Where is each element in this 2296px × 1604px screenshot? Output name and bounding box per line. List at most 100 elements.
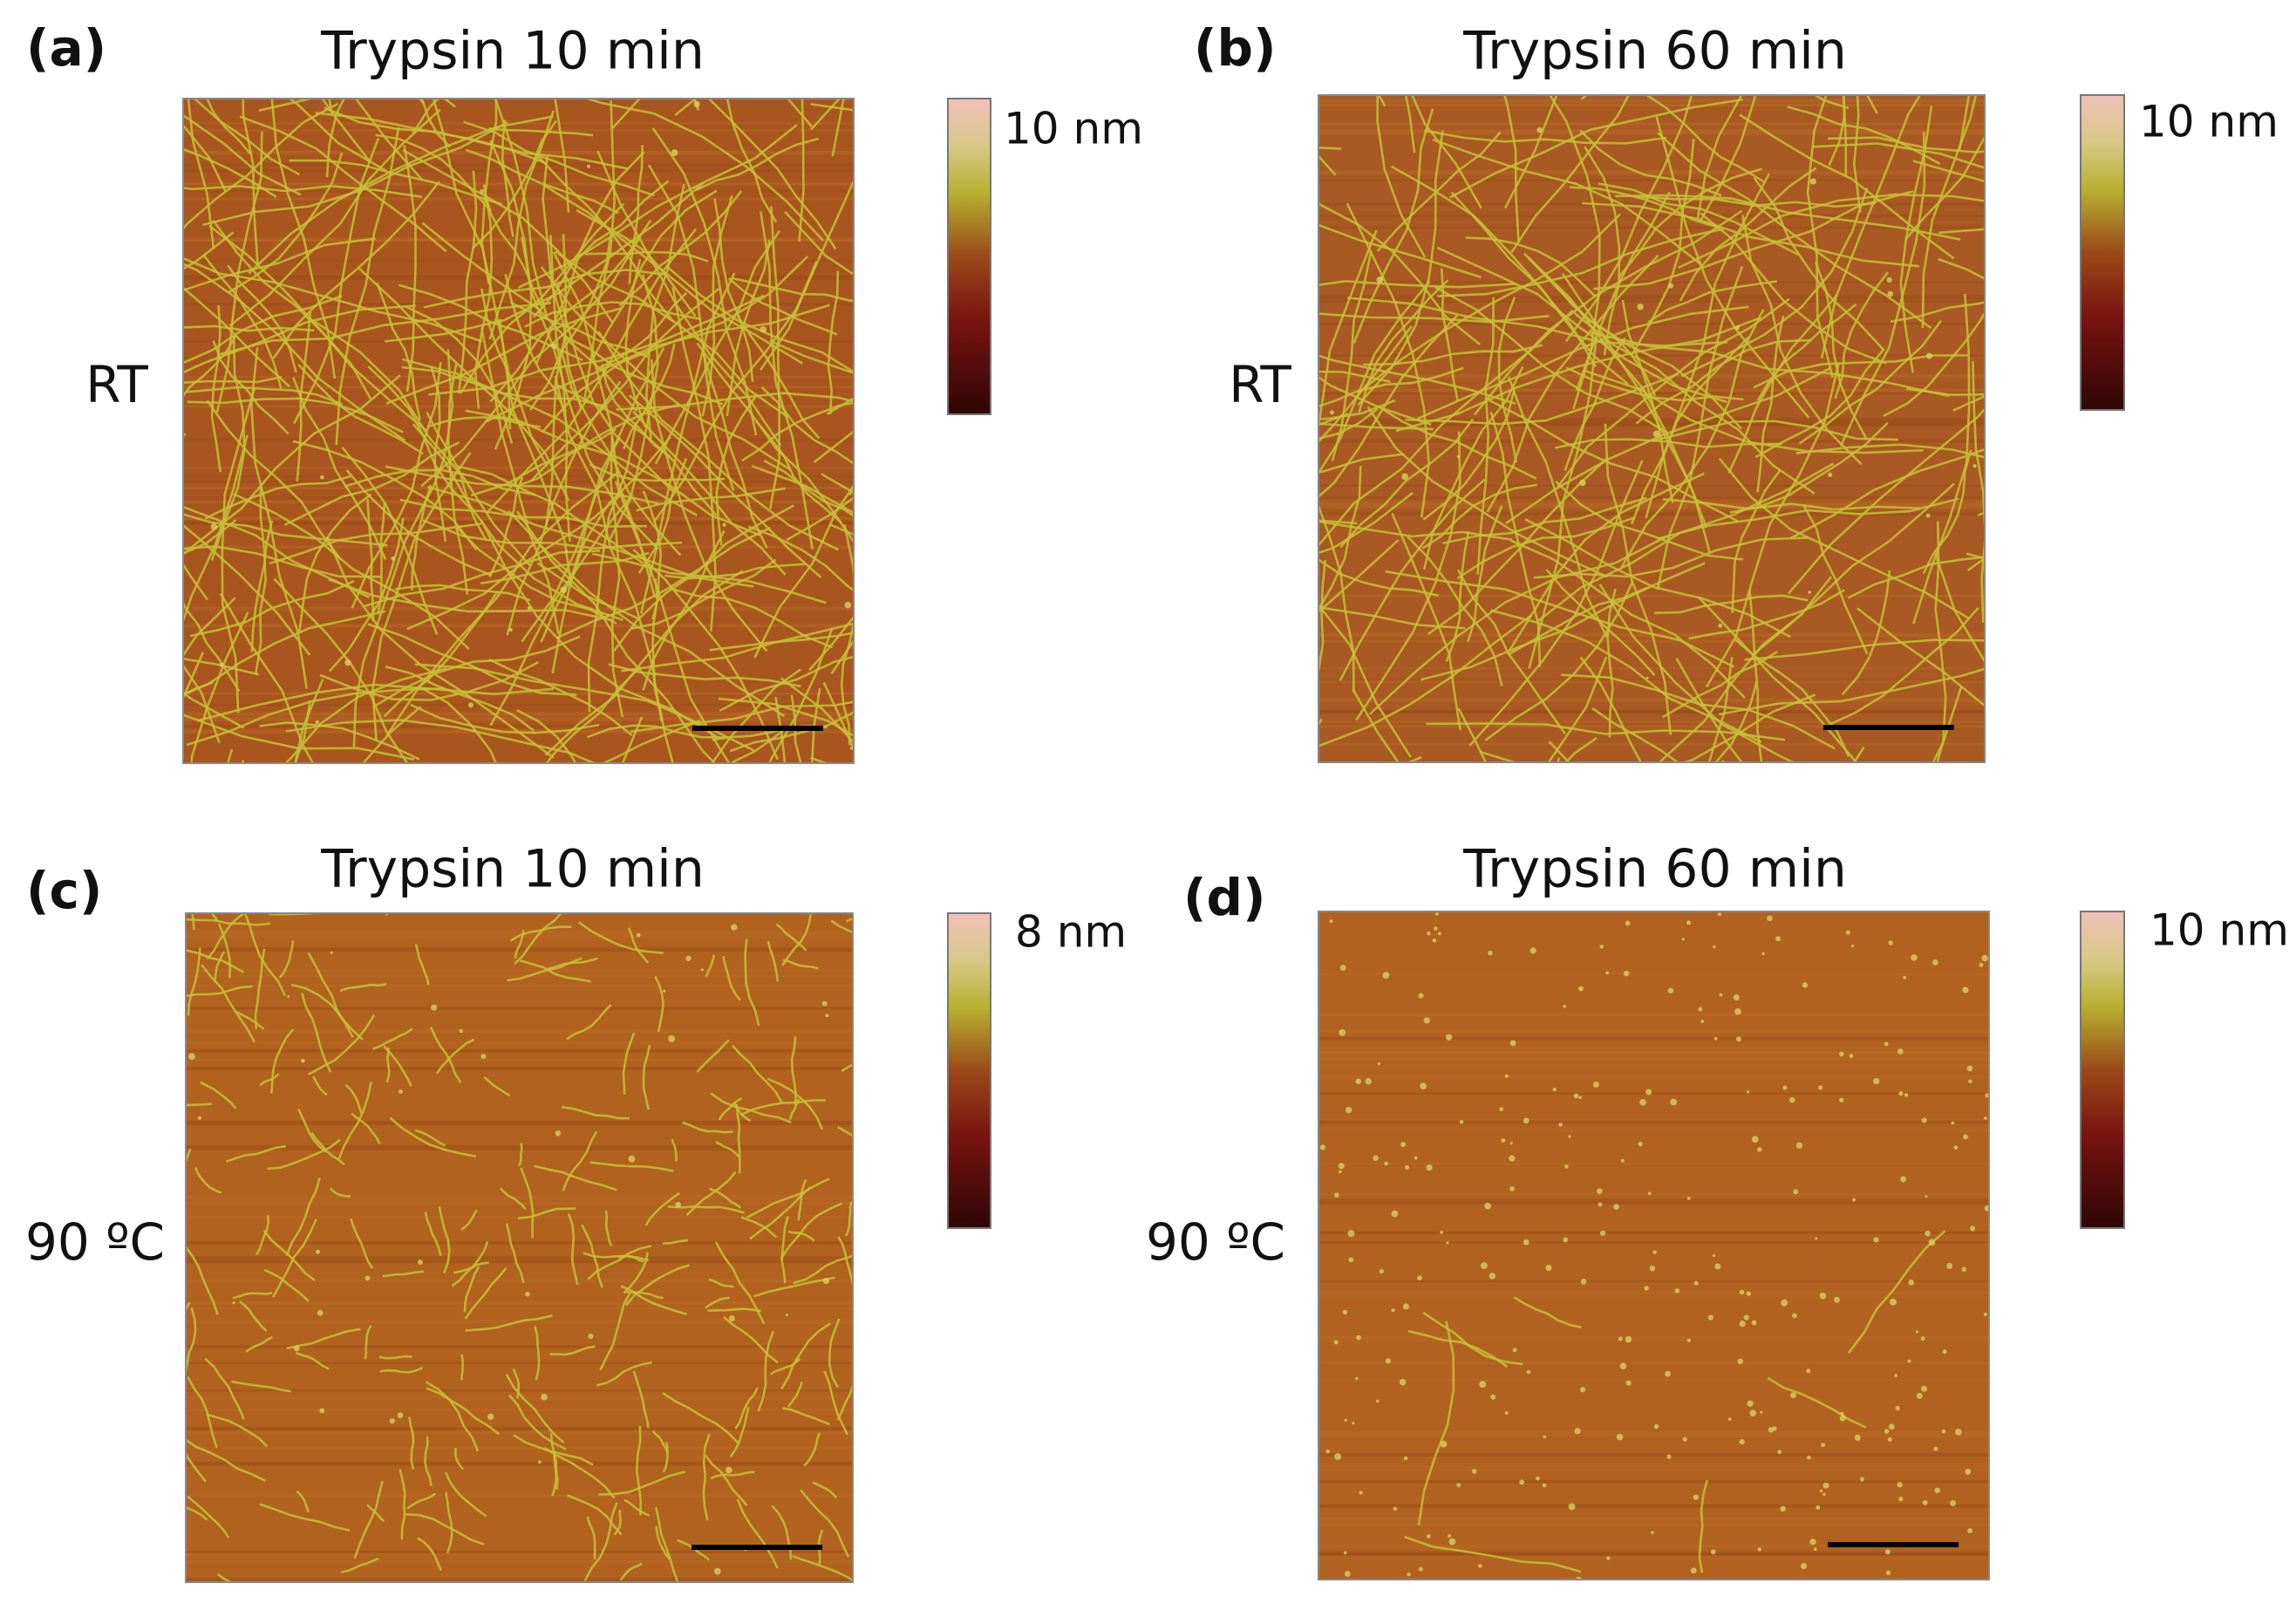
- colorbar-max-label: 10 nm: [2150, 905, 2289, 956]
- fibril: [1857, 607, 1985, 707]
- fibril: [1557, 297, 1790, 488]
- particle: [1329, 410, 1334, 415]
- particle: [821, 1000, 828, 1007]
- fibril: [412, 99, 440, 134]
- fibril: [583, 1502, 618, 1582]
- fibril: [405, 1512, 485, 1546]
- fibril: [760, 178, 854, 371]
- fibril: [206, 913, 248, 960]
- scan-line: [1318, 1433, 1989, 1437]
- fibril: [1421, 562, 1706, 681]
- fibril: [534, 1326, 541, 1381]
- fibril: [830, 638, 854, 675]
- scan-line: [1318, 1036, 1989, 1041]
- fibril: [635, 1425, 643, 1516]
- particle: [1558, 1123, 1563, 1127]
- particle: [1942, 1349, 1947, 1355]
- particle: [1365, 1078, 1372, 1085]
- fibril: [1318, 520, 1513, 542]
- fibril: [782, 959, 819, 970]
- fibril: [1369, 535, 1668, 715]
- particle: [1456, 454, 1460, 459]
- particle: [822, 1277, 829, 1285]
- fibril: [183, 663, 221, 744]
- fibril: [1318, 465, 1362, 612]
- fibril: [632, 549, 779, 761]
- fibril: [185, 386, 344, 406]
- particle: [1509, 1186, 1515, 1191]
- fibril: [296, 1490, 310, 1513]
- particle: [1761, 952, 1765, 956]
- particle: [1816, 1505, 1821, 1510]
- fibril: [1445, 530, 1470, 663]
- particle: [1985, 1093, 1989, 1098]
- fibril: [1395, 317, 1761, 433]
- fibril: [1754, 348, 1885, 459]
- fibril: [567, 1213, 579, 1286]
- fibril: [840, 625, 854, 746]
- fibril: [364, 1324, 372, 1360]
- particle: [1922, 1499, 1928, 1505]
- fibril: [722, 955, 741, 1001]
- particle: [1344, 1418, 1347, 1422]
- fibril: [232, 1292, 273, 1300]
- particle: [726, 1466, 732, 1474]
- particle: [1401, 473, 1408, 481]
- particle: [1637, 304, 1644, 311]
- fibril: [729, 725, 789, 763]
- particle: [391, 556, 396, 561]
- fibril: [1707, 657, 1734, 762]
- fibril: [601, 719, 701, 763]
- particle: [1756, 1147, 1762, 1152]
- fibril: [1507, 376, 1608, 638]
- fibril: [1406, 755, 1422, 762]
- fibril: [186, 687, 444, 747]
- particle: [1714, 1263, 1721, 1270]
- fibril: [695, 137, 820, 192]
- particle: [731, 924, 738, 931]
- fibril: [389, 1116, 477, 1158]
- particle: [1653, 1423, 1659, 1430]
- fibril: [262, 1229, 316, 1282]
- fibril: [749, 1186, 812, 1240]
- scan-line: [186, 984, 853, 987]
- fibril: [187, 1376, 218, 1448]
- fibril: [516, 510, 717, 763]
- fibril: [1457, 707, 1488, 762]
- scan-line: [183, 624, 854, 628]
- fibril: [1904, 134, 1985, 240]
- fibril: [295, 1351, 330, 1370]
- particle: [1440, 1440, 1448, 1448]
- particle: [1339, 1029, 1346, 1036]
- particle: [1355, 1376, 1359, 1381]
- scan-line: [183, 712, 854, 717]
- fibril: [1422, 366, 1524, 570]
- scan-line: [183, 500, 854, 504]
- fibril: [298, 493, 372, 633]
- scan-line: [183, 238, 854, 242]
- particle: [1925, 1230, 1931, 1237]
- particle: [1962, 986, 1969, 993]
- particle: [1928, 1239, 1936, 1246]
- fibril: [1385, 570, 1734, 668]
- fibril: [610, 435, 624, 718]
- fibril: [344, 1083, 363, 1114]
- fibril: [1484, 580, 1634, 742]
- particle: [1625, 1335, 1632, 1343]
- particle: [1693, 1280, 1699, 1286]
- particle: [1379, 1269, 1384, 1274]
- scan-line: [1318, 1479, 1989, 1484]
- fibril: [378, 1355, 412, 1360]
- condition-label: 90 ºC: [1146, 1212, 1285, 1272]
- particle: [1983, 1312, 1987, 1317]
- fibril: [227, 152, 344, 295]
- fibril: [787, 1381, 803, 1408]
- particle: [301, 1058, 305, 1063]
- particle: [722, 522, 726, 527]
- fibril: [732, 1044, 783, 1103]
- particle: [1459, 1119, 1464, 1124]
- fibril: [205, 99, 251, 154]
- fibril: [1318, 314, 1459, 499]
- particle: [1563, 1237, 1569, 1243]
- fibril: [470, 403, 678, 497]
